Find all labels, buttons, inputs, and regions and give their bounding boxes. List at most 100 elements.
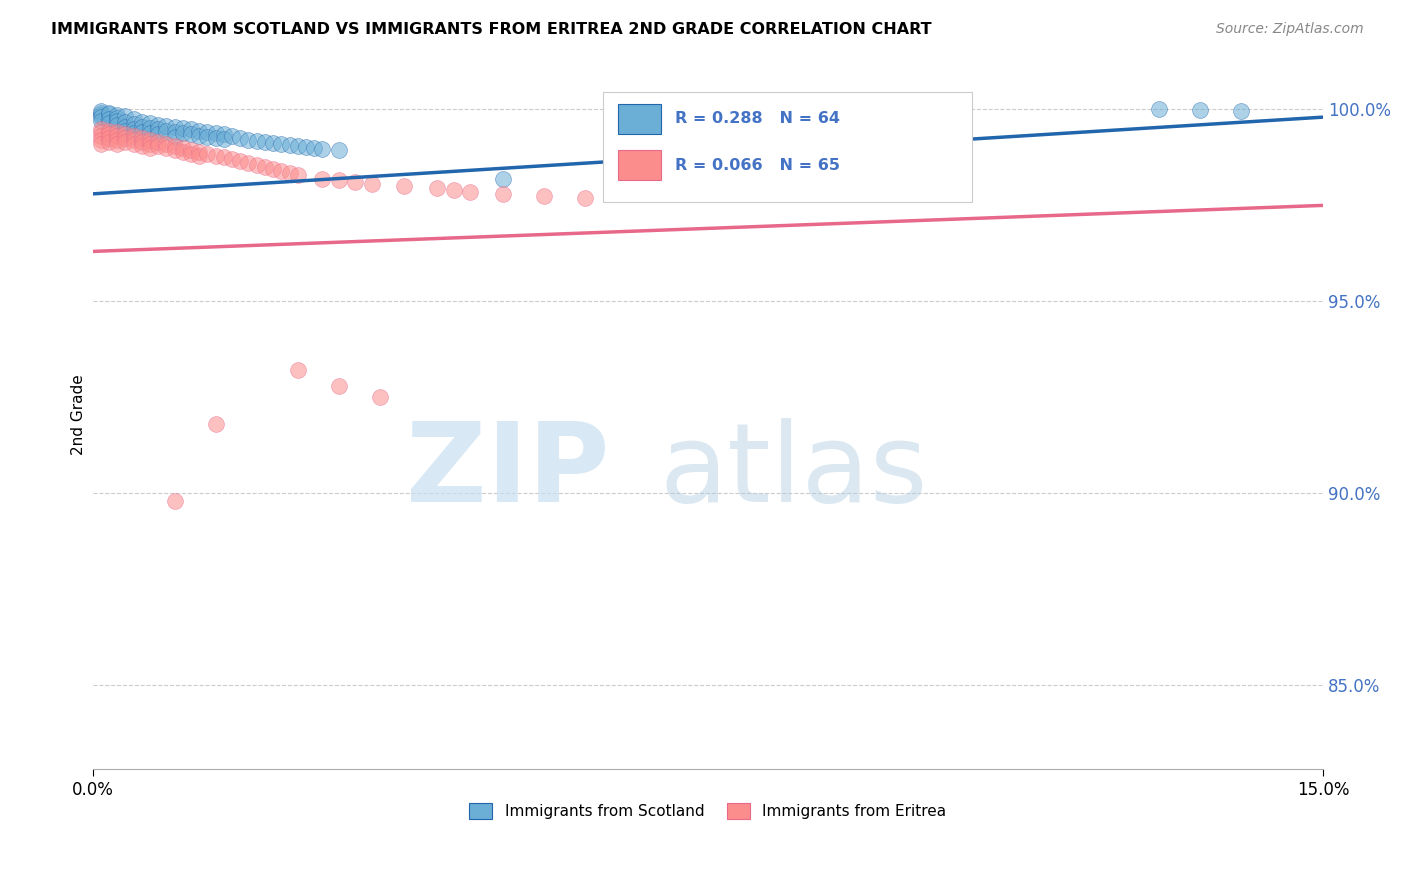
Point [90,126,112,140]
Point [328,378,350,392]
Text: R = 0.066   N = 65: R = 0.066 N = 65 [675,158,839,173]
Point [394,179,416,194]
Point [270,136,292,151]
Point [238,133,260,147]
Point [204,126,226,140]
Point [155,123,177,137]
Point [180,143,202,157]
Point [188,128,211,143]
Point [311,171,333,186]
Point [204,131,226,145]
Point [328,173,350,187]
Point [295,140,318,154]
Point [302,141,325,155]
Point [533,188,555,202]
Point [311,142,333,156]
Point [90,114,112,128]
Point [212,150,235,164]
Point [98,105,121,120]
Point [105,108,128,122]
Point [122,112,145,126]
Point [122,122,145,136]
Point [139,133,162,147]
Point [172,126,194,140]
Point [122,129,145,144]
Point [122,117,145,131]
Point [163,125,186,139]
Point [148,139,170,153]
Point [90,133,112,147]
Point [1147,103,1170,117]
Point [229,131,252,145]
Point [139,126,162,140]
Point [212,128,235,142]
FancyBboxPatch shape [619,151,661,180]
Point [262,136,284,151]
Point [188,123,211,137]
Point [131,131,153,145]
Point [278,166,301,180]
Point [105,129,128,144]
Point [253,160,276,174]
Point [139,116,162,130]
Point [131,139,153,153]
Point [148,135,170,149]
Point [492,186,515,201]
Point [229,154,252,169]
Point [172,145,194,159]
Point [139,141,162,155]
Point [105,118,128,132]
Point [90,110,112,124]
Point [98,107,121,121]
Point [114,131,136,145]
Point [443,183,465,197]
Point [1230,104,1253,119]
Point [163,130,186,145]
Point [114,120,136,134]
Point [131,120,153,134]
Legend: Immigrants from Scotland, Immigrants from Eritrea: Immigrants from Scotland, Immigrants fro… [464,797,952,825]
Point [98,128,121,142]
Point [197,126,219,140]
Point [163,120,186,134]
Text: Source: ZipAtlas.com: Source: ZipAtlas.com [1216,22,1364,37]
Point [98,112,121,126]
Point [114,114,136,128]
Point [98,116,121,130]
Point [122,133,145,147]
Text: R = 0.288   N = 64: R = 0.288 N = 64 [675,111,839,126]
Point [212,132,235,146]
Point [278,137,301,152]
Text: ZIP: ZIP [406,417,609,524]
Point [197,146,219,161]
Point [114,135,136,149]
Point [105,114,128,128]
Point [172,120,194,135]
Point [246,134,269,148]
Point [180,146,202,161]
FancyBboxPatch shape [603,92,973,202]
Point [221,128,243,143]
Point [148,122,170,136]
Point [188,145,211,159]
Point [155,136,177,151]
Point [221,153,243,167]
Point [188,148,211,162]
Point [105,111,128,125]
Point [90,121,112,136]
Point [114,123,136,137]
Point [246,158,269,172]
Point [360,178,382,192]
Point [105,126,128,140]
Point [287,363,309,377]
Point [368,390,391,404]
Point [131,125,153,139]
FancyBboxPatch shape [619,104,661,134]
Point [458,185,481,199]
Point [90,104,112,119]
Point [270,164,292,178]
Text: IMMIGRANTS FROM SCOTLAND VS IMMIGRANTS FROM ERITREA 2ND GRADE CORRELATION CHART: IMMIGRANTS FROM SCOTLAND VS IMMIGRANTS F… [51,22,931,37]
Point [114,128,136,142]
Point [139,120,162,135]
Point [328,143,350,157]
